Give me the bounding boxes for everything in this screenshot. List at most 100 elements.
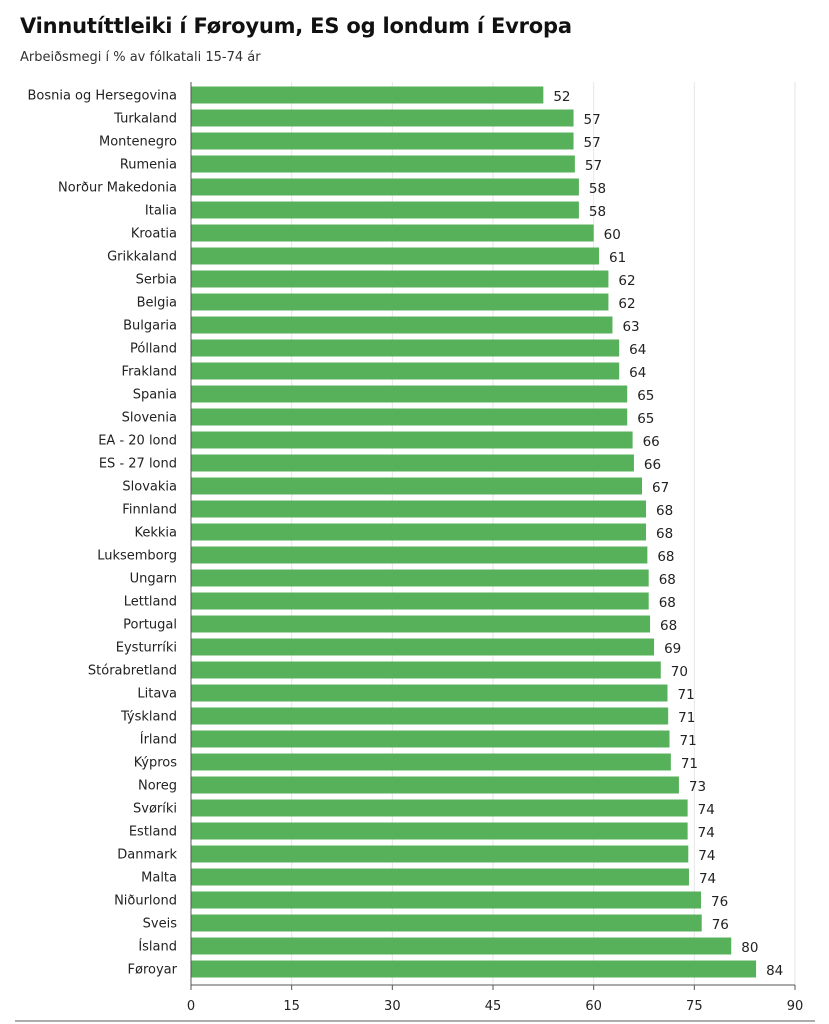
bar[interactable] — [191, 638, 655, 656]
bar[interactable] — [191, 109, 574, 127]
category-label: Frakland — [122, 365, 177, 380]
value-label: 68 — [656, 526, 673, 542]
bar[interactable] — [191, 270, 609, 288]
bar[interactable] — [191, 316, 613, 334]
category-label: Kýpros — [134, 756, 178, 771]
value-label: 62 — [618, 296, 635, 312]
bar[interactable] — [191, 362, 620, 380]
value-label: 76 — [711, 894, 728, 910]
bar[interactable] — [191, 592, 649, 610]
bar[interactable] — [191, 753, 671, 771]
bar[interactable] — [191, 477, 642, 495]
value-label: 57 — [584, 135, 601, 151]
value-label: 65 — [637, 388, 654, 404]
value-label: 69 — [664, 641, 681, 657]
x-tick-label: 60 — [585, 999, 602, 1014]
value-label: 68 — [660, 618, 677, 634]
category-label: EA - 20 lond — [98, 434, 177, 449]
value-label: 71 — [680, 733, 697, 749]
bar[interactable] — [191, 86, 544, 104]
bar[interactable] — [191, 661, 661, 679]
bar[interactable] — [191, 454, 634, 472]
category-label: Lettland — [124, 595, 177, 610]
category-label: Stórabretland — [88, 664, 177, 679]
category-label: Kekkia — [134, 526, 177, 541]
bar[interactable] — [191, 845, 689, 863]
category-label: Slovenia — [122, 411, 177, 426]
category-label: Italia — [145, 204, 177, 219]
category-label: Føroyar — [128, 963, 178, 978]
bar[interactable] — [191, 822, 688, 840]
category-label: Finnland — [122, 503, 177, 518]
value-label: 74 — [698, 848, 715, 864]
bar[interactable] — [191, 385, 628, 403]
bar[interactable] — [191, 707, 669, 725]
value-label: 68 — [656, 503, 673, 519]
value-label: 68 — [657, 549, 674, 565]
bar[interactable] — [191, 937, 732, 955]
bar[interactable] — [191, 615, 651, 633]
value-label: 52 — [553, 89, 570, 105]
bar[interactable] — [191, 914, 702, 932]
bar[interactable] — [191, 178, 579, 196]
bar[interactable] — [191, 799, 688, 817]
value-label: 57 — [584, 112, 601, 128]
bar[interactable] — [191, 960, 757, 978]
chart-subtitle: Arbeiðsmegi í % av fólkatali 15-74 ár — [20, 50, 261, 65]
bar[interactable] — [191, 500, 647, 518]
chart-title: Vinnutíttleiki í Føroyum, ES og londum í… — [20, 14, 572, 38]
value-label: 57 — [585, 158, 602, 174]
value-label: 64 — [629, 342, 646, 358]
bar[interactable] — [191, 684, 668, 702]
bar[interactable] — [191, 201, 579, 219]
value-label: 68 — [659, 572, 676, 588]
category-label: Ísland — [138, 939, 177, 955]
value-label: 65 — [637, 411, 654, 427]
bar[interactable] — [191, 730, 670, 748]
x-tick-label: 45 — [485, 999, 502, 1014]
category-label: Svøríki — [133, 802, 177, 817]
bar[interactable] — [191, 868, 689, 886]
bar[interactable] — [191, 408, 628, 426]
bar[interactable] — [191, 776, 679, 794]
bar[interactable] — [191, 293, 609, 311]
category-label: Pólland — [130, 342, 177, 357]
value-label: 64 — [629, 365, 646, 381]
category-label: Slovakia — [122, 480, 177, 495]
category-label: Grikkaland — [107, 250, 177, 265]
value-label: 76 — [712, 917, 729, 933]
category-label: Noreg — [138, 779, 177, 794]
bar[interactable] — [191, 155, 575, 173]
x-tick-label: 15 — [283, 999, 300, 1014]
category-label: Eysturríki — [116, 641, 177, 656]
category-label: Rumenia — [120, 158, 177, 173]
category-label: Serbia — [136, 273, 177, 288]
bar[interactable] — [191, 569, 649, 587]
value-label: 80 — [741, 940, 758, 956]
bar[interactable] — [191, 523, 647, 541]
category-label: Niðurlond — [114, 894, 177, 909]
category-label: Belgia — [137, 296, 177, 311]
category-label: ES - 27 lond — [99, 457, 177, 472]
x-tick-label: 75 — [686, 999, 703, 1014]
bar[interactable] — [191, 546, 648, 564]
bar[interactable] — [191, 132, 574, 150]
category-label: Týskland — [120, 710, 177, 725]
value-label: 58 — [589, 181, 606, 197]
value-label: 71 — [681, 756, 698, 772]
bar[interactable] — [191, 247, 600, 265]
x-tick-label: 90 — [787, 999, 804, 1014]
bar[interactable] — [191, 224, 594, 242]
value-label: 84 — [766, 963, 783, 979]
value-label: 66 — [643, 434, 660, 450]
bar[interactable] — [191, 339, 620, 357]
bar[interactable] — [191, 891, 702, 909]
category-label: Ungarn — [130, 572, 177, 587]
x-tick-label: 0 — [187, 999, 195, 1014]
value-label: 63 — [622, 319, 639, 335]
value-label: 58 — [589, 204, 606, 220]
category-label: Montenegro — [99, 135, 177, 150]
category-label: Estland — [129, 825, 177, 840]
bar[interactable] — [191, 431, 633, 449]
category-label: Danmark — [117, 848, 177, 863]
